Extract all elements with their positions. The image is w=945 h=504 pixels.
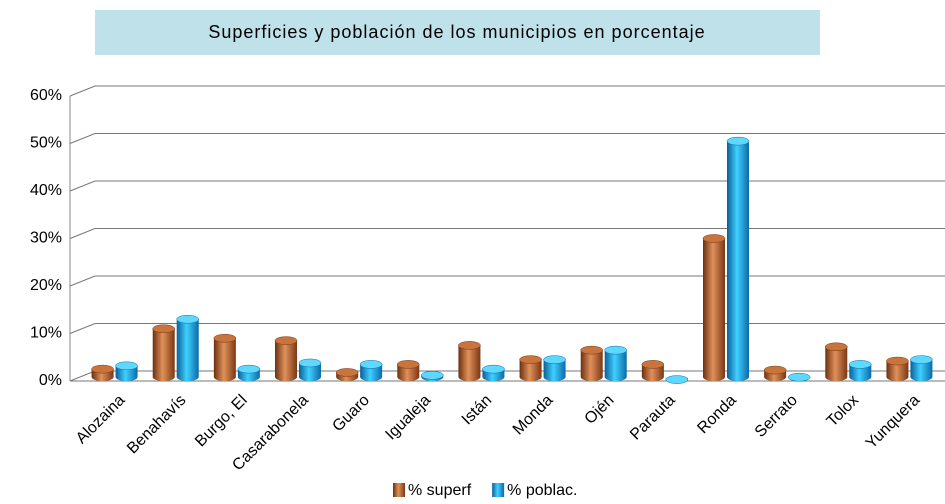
y-tick-label: 50% bbox=[30, 135, 62, 152]
x-tick-label: Yunquera bbox=[863, 392, 924, 453]
bar-cap bbox=[580, 345, 603, 355]
bar-cap bbox=[849, 360, 872, 369]
y-tick-label: 20% bbox=[30, 277, 62, 294]
x-tick-label: Tolox bbox=[824, 392, 862, 430]
bar bbox=[176, 319, 199, 381]
grid-line bbox=[69, 180, 945, 192]
bar-cap bbox=[543, 355, 566, 364]
bar-cap bbox=[274, 336, 298, 345]
x-tick-label: Burgo, El bbox=[192, 392, 251, 451]
bar-cap bbox=[458, 341, 481, 350]
bar-cap bbox=[482, 364, 505, 374]
bar bbox=[360, 364, 383, 381]
bar-cap bbox=[763, 365, 787, 375]
grid-line bbox=[69, 133, 945, 144]
y-tick-label: 60% bbox=[30, 87, 62, 104]
x-tick-label: Alozaina bbox=[73, 392, 129, 448]
x-tick-label: Monda bbox=[510, 392, 557, 439]
y-tick-label: 30% bbox=[30, 230, 62, 247]
bar bbox=[604, 350, 627, 381]
bar bbox=[849, 364, 872, 381]
x-tick-label: Parauta bbox=[627, 392, 679, 444]
x-tick-label: Guaro bbox=[329, 392, 373, 436]
y-tick-label: 40% bbox=[30, 182, 62, 199]
bar bbox=[458, 345, 481, 381]
grid-line bbox=[69, 228, 945, 239]
y-tick-label: 10% bbox=[30, 325, 62, 342]
bar bbox=[543, 359, 566, 381]
bar-cap bbox=[91, 364, 114, 374]
bar bbox=[115, 365, 138, 381]
bar-cap bbox=[825, 342, 848, 352]
bar bbox=[727, 141, 749, 381]
bar bbox=[703, 238, 725, 381]
chart-title: Superficies y población de los municipio… bbox=[208, 22, 705, 42]
bar-cap bbox=[886, 356, 909, 366]
bar bbox=[641, 364, 664, 381]
legend-label: % poblac. bbox=[507, 482, 577, 499]
bar bbox=[825, 346, 848, 381]
bar bbox=[397, 364, 420, 381]
bar-cap bbox=[397, 360, 420, 369]
bar bbox=[152, 328, 175, 381]
bar-cap bbox=[702, 234, 726, 243]
bar-cap bbox=[298, 358, 322, 368]
bar bbox=[299, 362, 321, 381]
bar bbox=[213, 338, 236, 381]
y-tick-label: 0% bbox=[39, 372, 62, 389]
x-tick-label: Igualeja bbox=[382, 392, 434, 444]
x-tick-label: Serrato bbox=[752, 392, 801, 441]
bar-cap bbox=[519, 355, 542, 364]
grid-line bbox=[69, 85, 945, 97]
bar-cap bbox=[213, 334, 237, 343]
bar bbox=[275, 340, 297, 381]
bar-cap bbox=[237, 364, 261, 374]
x-tick-label: Istán bbox=[459, 392, 496, 429]
grid-line bbox=[69, 275, 945, 287]
bar bbox=[910, 359, 933, 381]
x-tick-label: Ojén bbox=[582, 392, 618, 428]
legend-swatch bbox=[492, 483, 505, 497]
title-box bbox=[95, 10, 820, 55]
bar bbox=[886, 361, 909, 381]
legend-label: % superf bbox=[408, 482, 472, 499]
bar-cap bbox=[421, 371, 444, 380]
bar-cap bbox=[335, 368, 359, 377]
grid-line bbox=[69, 370, 945, 382]
bar-cap bbox=[726, 136, 750, 146]
bar-cap bbox=[641, 360, 665, 369]
grid-line bbox=[69, 323, 945, 334]
bar-cap bbox=[152, 324, 175, 333]
bar-cap bbox=[910, 355, 933, 364]
bar-cap bbox=[359, 360, 383, 369]
bar bbox=[519, 359, 542, 381]
bar-cap bbox=[176, 315, 199, 324]
x-tick-label: Benahavís bbox=[124, 392, 189, 457]
bar-cap bbox=[665, 375, 689, 384]
bar bbox=[580, 350, 603, 381]
bar-cap bbox=[604, 345, 627, 355]
bar-cap bbox=[115, 361, 138, 371]
legend-swatch bbox=[393, 483, 405, 497]
bar-cap bbox=[787, 372, 811, 382]
x-tick-label: Ronda bbox=[694, 392, 739, 437]
